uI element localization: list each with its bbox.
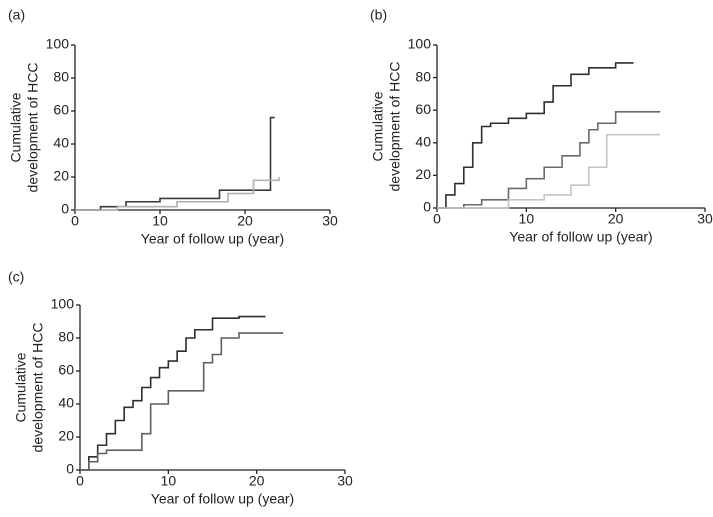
x-tick-label: 30	[697, 211, 713, 227]
x-tick-label: 0	[433, 211, 441, 227]
y-tick-label: 20	[58, 428, 74, 444]
y-tick-label: 80	[53, 69, 69, 85]
y-axis-label: development of HCC	[25, 63, 41, 193]
y-tick-label: 60	[53, 102, 69, 118]
y-tick-label: 100	[46, 36, 70, 52]
x-tick-label: 10	[152, 213, 168, 229]
y-axis-label: development of HCC	[387, 62, 403, 192]
x-tick-label: 10	[161, 473, 177, 489]
km-curve	[437, 62, 634, 209]
y-tick-label: 80	[415, 68, 431, 84]
y-tick-label: 60	[415, 101, 431, 117]
y-tick-label: 40	[58, 395, 74, 411]
x-tick-label: 0	[76, 473, 84, 489]
panel-label: (a)	[8, 7, 25, 23]
y-tick-label: 100	[51, 296, 75, 312]
y-axis-label: Cumulative	[13, 352, 29, 422]
y-tick-label: 0	[423, 199, 431, 215]
y-tick-label: 40	[415, 134, 431, 150]
y-tick-label: 0	[66, 461, 74, 477]
y-tick-label: 80	[58, 329, 74, 345]
x-tick-label: 10	[519, 211, 535, 227]
y-tick-label: 100	[408, 36, 432, 52]
x-tick-label: 20	[608, 211, 624, 227]
y-tick-label: 60	[58, 362, 74, 378]
km-curve	[437, 133, 661, 209]
x-tick-label: 30	[337, 473, 353, 489]
y-tick-label: 20	[415, 166, 431, 182]
y-axis-label: Cumulative	[8, 92, 24, 162]
x-tick-label: 30	[322, 213, 338, 229]
y-axis-label: development of HCC	[30, 323, 46, 453]
km-curve	[80, 315, 266, 471]
axes	[436, 45, 705, 209]
km-curve	[75, 116, 275, 211]
panel-label: (b)	[370, 7, 387, 23]
x-tick-label: 0	[71, 213, 79, 229]
x-tick-label: 20	[237, 213, 253, 229]
y-tick-label: 40	[53, 135, 69, 151]
x-axis-label: Year of follow up (year)	[509, 229, 652, 245]
x-axis-label: Year of follow up (year)	[151, 491, 294, 507]
x-axis-label: Year of follow up (year)	[141, 231, 284, 247]
axes	[74, 45, 330, 211]
km-curve	[80, 332, 284, 471]
km-curve	[437, 111, 661, 209]
km-curve	[75, 177, 280, 211]
panel-label: (c)	[8, 269, 24, 285]
y-axis-label: Cumulative	[370, 91, 386, 161]
y-tick-label: 20	[53, 168, 69, 184]
x-tick-label: 20	[249, 473, 265, 489]
y-tick-label: 0	[61, 201, 69, 217]
